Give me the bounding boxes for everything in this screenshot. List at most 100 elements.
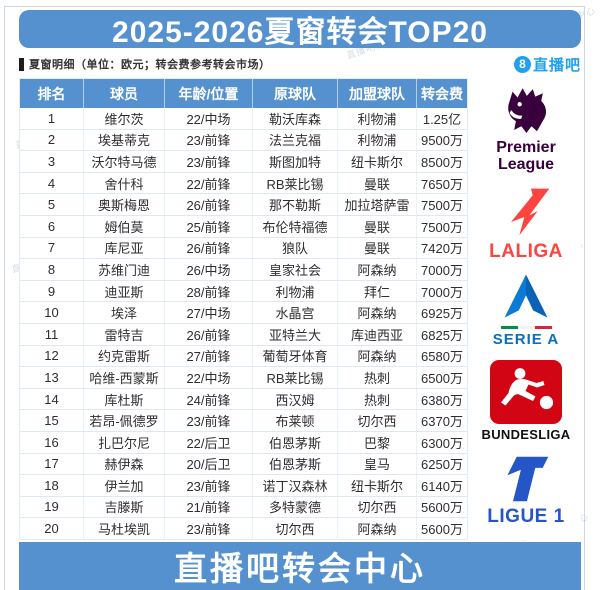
player-cell: 舍什科 (84, 172, 165, 194)
age-position-cell: 27/前锋 (165, 345, 253, 367)
age-position-cell: 22/前锋 (165, 172, 253, 194)
age-position-cell: 26/前锋 (165, 194, 253, 215)
player-cell: 扎巴尔尼 (84, 431, 165, 453)
transfer-table: 排名 球员 年龄/位置 原球队 加盟球队 转会费 1 维尔茨 22/中场 勒沃库森 利物… (19, 78, 468, 540)
from-team-cell: 布伦特福德 (253, 215, 338, 237)
fee-cell: 6825万 (421, 327, 463, 343)
serie-a-logo: SERIE A (493, 273, 559, 347)
player-cell: 埃基蒂克 (84, 129, 165, 151)
table-row: 10 埃泽 27/中场 水晶宫 阿森纳 6925万 (20, 302, 467, 324)
rank-cell: 11 (20, 323, 84, 345)
fee-cell: 7500万 (421, 219, 463, 235)
title-banner: 2025-2026夏窗转会TOP20 (19, 10, 581, 49)
from-team-cell: 亚特兰大 (253, 323, 338, 345)
footer-banner: 直播吧转会中心 (19, 542, 581, 590)
laliga-logo: LALIGA (489, 186, 563, 261)
rank-cell: 10 (20, 302, 84, 323)
player-cell: 马杜埃凯 (84, 518, 165, 539)
ligue-1-mark-icon (507, 456, 549, 502)
rank-cell: 12 (20, 345, 84, 367)
table-row: 20 马杜埃凯 23/前锋 切尔西 阿森纳 5600万 (20, 518, 467, 539)
to-team-cell: 曼联 (338, 237, 417, 259)
fee-cell: 7000万 (421, 284, 463, 300)
age-position-cell: 23/前锋 (165, 151, 253, 172)
from-team-cell: 皇家社会 (253, 259, 338, 280)
age-position-cell: 20/后卫 (165, 453, 253, 475)
zhibo8-name: 直播吧 (532, 56, 581, 74)
age-position-cell: 22/后卫 (165, 431, 253, 453)
player-cell: 吉滕斯 (84, 496, 165, 518)
to-team-cell: 巴黎 (338, 431, 417, 453)
age-position-cell: 24/前锋 (165, 388, 253, 410)
age-position-cell: 23/前锋 (165, 475, 253, 496)
fee-cell: 5600万 (421, 522, 463, 538)
from-team-cell: 葡萄牙体育 (253, 345, 338, 367)
from-team-cell: 布莱顿 (253, 410, 338, 431)
age-position-cell: 27/中场 (165, 302, 253, 323)
rank-cell: 4 (20, 172, 84, 194)
to-team-cell: 加拉塔萨雷 (338, 194, 417, 215)
from-team-cell: RB莱比锡 (253, 172, 338, 194)
player-cell: 沃尔特马德 (84, 151, 165, 172)
italy-flag-stripe-icon (500, 326, 552, 330)
table-row: 11 雷特吉 26/前锋 亚特兰大 库迪西亚 6825万 (20, 323, 467, 346)
player-cell: 伊兰加 (84, 475, 165, 496)
to-team-cell: 曼联 (338, 172, 417, 194)
from-team-cell: 伯恩茅斯 (253, 431, 338, 453)
rank-cell: 18 (20, 475, 84, 496)
table-row: 16 扎巴尔尼 22/后卫 伯恩茅斯 巴黎 6300万 (20, 431, 467, 454)
rank-cell: 3 (20, 151, 84, 172)
age-position-cell: 23/前锋 (165, 129, 253, 151)
fee-cell: 7500万 (421, 198, 463, 214)
header-to-team: 加盟球队 (338, 79, 417, 108)
player-cell: 赫伊森 (84, 453, 165, 475)
fee-cell: 6500万 (421, 370, 463, 386)
player-cell: 埃泽 (84, 302, 165, 323)
fee-cell: 6580万 (421, 349, 463, 365)
fee-cell: 8500万 (421, 154, 463, 170)
to-team-cell: 阿森纳 (338, 345, 417, 367)
rank-cell: 5 (20, 194, 84, 215)
bundesliga-logo: BUNDESLIGA (481, 359, 571, 442)
from-team-cell: 切尔西 (253, 518, 338, 539)
to-team-cell: 切尔西 (338, 496, 417, 518)
to-team-cell: 曼联 (338, 215, 417, 237)
table-row: 6 姆伯莫 25/前锋 布伦特福德 曼联 7500万 (20, 215, 467, 238)
table-row: 8 苏维门迪 26/中场 皇家社会 阿森纳 7000万 (20, 259, 467, 281)
fee-cell: 1.25亿 (422, 111, 462, 127)
fee-cell: 5600万 (421, 500, 463, 516)
table-row: 4 舍什科 22/前锋 RB莱比锡 曼联 7650万 (20, 172, 467, 195)
player-cell: 约克雷斯 (84, 345, 165, 367)
rank-cell: 14 (20, 388, 84, 410)
league-logos-panel: Premier League LALIGA SERIE A (471, 78, 581, 540)
table-row: 2 埃基蒂克 23/前锋 法兰克福 利物浦 9500万 (20, 129, 467, 152)
rank-cell: 20 (20, 518, 84, 539)
bundesliga-label: BUNDESLIGA (481, 426, 571, 442)
fee-cell: 7420万 (421, 241, 463, 257)
player-cell: 哈维-西蒙斯 (84, 367, 165, 388)
table-row: 7 库尼亚 26/前锋 狼队 曼联 7420万 (20, 237, 467, 260)
table-body: 1 维尔茨 22/中场 勒沃库森 利物浦 1.25亿 2 埃基蒂克 23/前锋 法兰克福 利物浦 95… (20, 108, 467, 539)
rank-cell: 8 (20, 259, 84, 280)
from-team-cell: 狼队 (253, 237, 338, 259)
table-row: 18 伊兰加 23/前锋 诺丁汉森林 纽卡斯尔 6140万 (20, 475, 467, 497)
player-cell: 苏维门迪 (84, 259, 165, 280)
age-position-cell: 25/前锋 (165, 215, 253, 237)
table-row: 12 约克雷斯 27/前锋 葡萄牙体育 阿森纳 6580万 (20, 345, 467, 368)
rank-cell: 2 (20, 129, 84, 151)
subtitle-text: 夏窗明细（单位：欧元；转会费参考转会市场） (29, 59, 271, 71)
zhibo8-logo: 8 直播吧 (513, 54, 581, 74)
from-team-cell: RB莱比锡 (253, 367, 338, 388)
header-fee: 转会费 (421, 85, 463, 102)
from-team-cell: 多特蒙德 (253, 496, 338, 518)
table-row: 15 若昂-佩德罗 23/前锋 布莱顿 切尔西 6370万 (20, 410, 467, 432)
rank-cell: 7 (20, 237, 84, 259)
rank-cell: 15 (20, 410, 84, 431)
premier-league-label-line2: League (497, 155, 554, 173)
premier-league-label-line1: Premier (496, 139, 556, 156)
fee-cell: 6140万 (421, 478, 463, 494)
age-position-cell: 26/前锋 (165, 323, 253, 345)
table-row: 17 赫伊森 20/后卫 伯恩茅斯 皇马 6250万 (20, 453, 467, 476)
fee-cell: 7650万 (421, 176, 463, 192)
